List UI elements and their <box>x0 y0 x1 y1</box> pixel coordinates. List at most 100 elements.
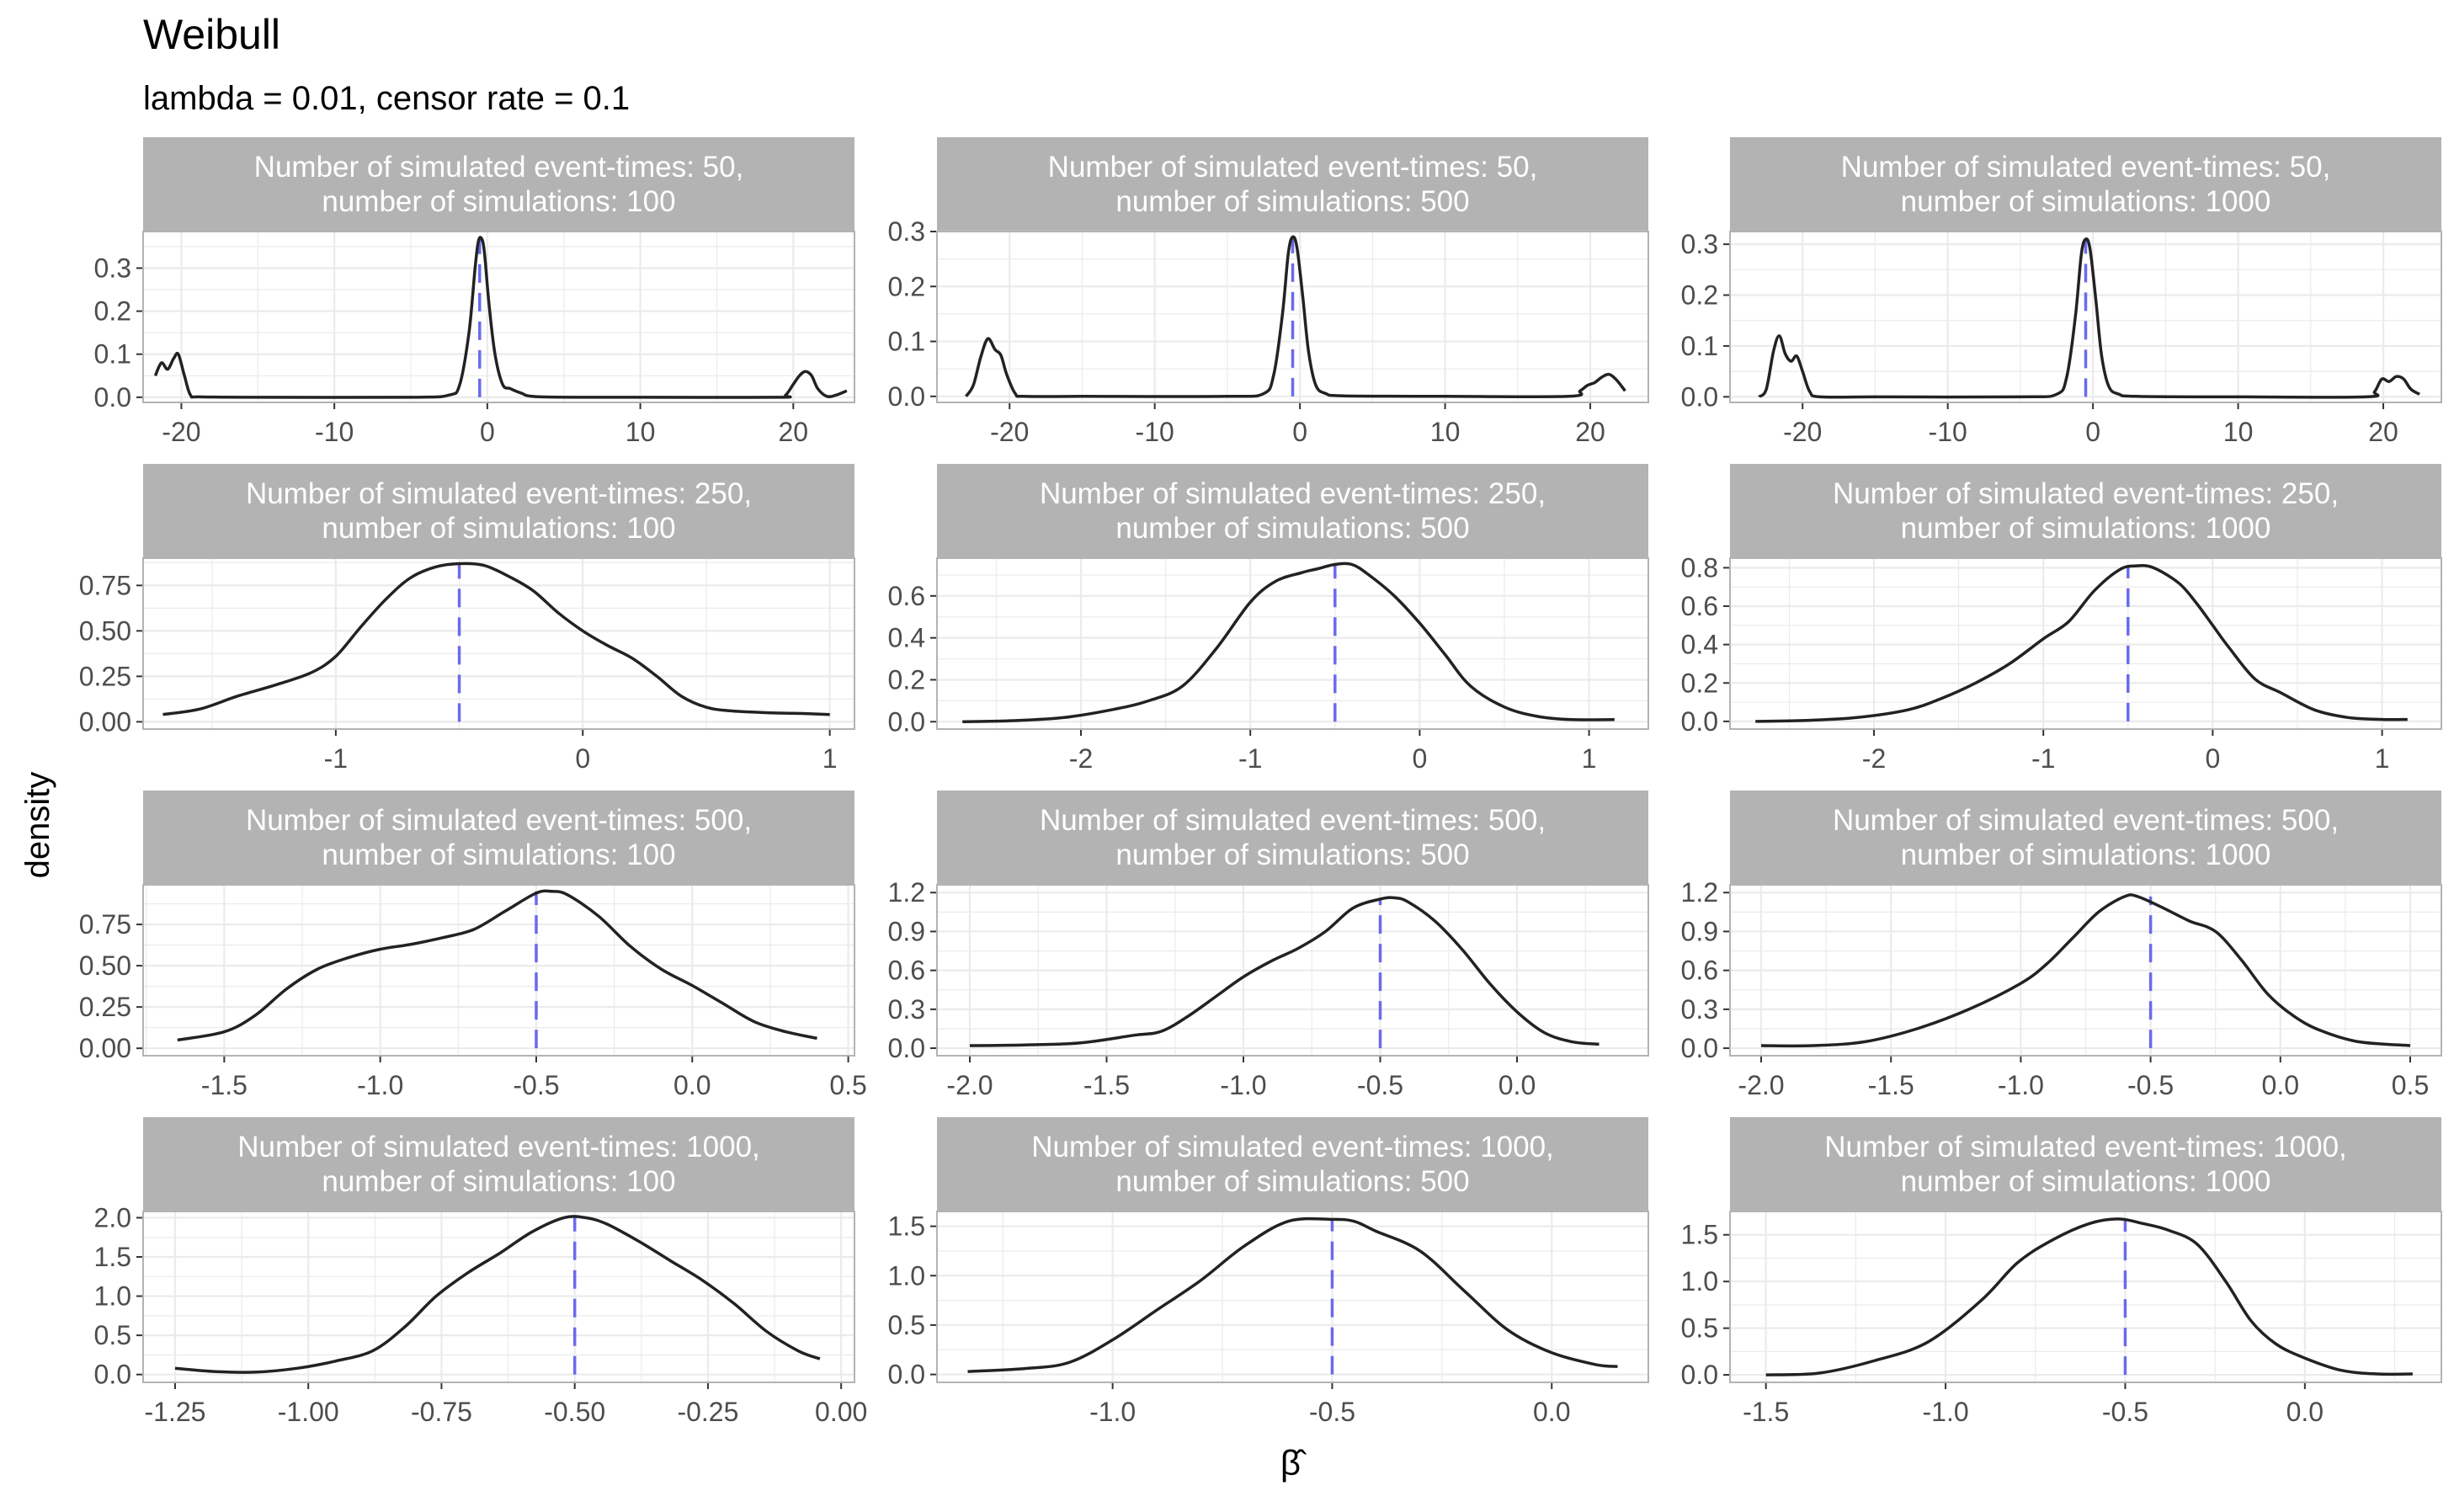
x-tick-label: -1 <box>2031 743 2055 774</box>
y-tick-label: 0.50 <box>79 950 131 981</box>
x-tick-label: -1 <box>1238 743 1262 774</box>
facet-strip <box>143 464 854 558</box>
x-tick-label: -10 <box>315 417 354 447</box>
facet-strip <box>937 464 1648 558</box>
facet-strip-line1: Number of simulated event-times: 500, <box>246 804 752 837</box>
plot-area <box>1730 1211 2441 1382</box>
facet-strip-line1: Number of simulated event-times: 50, <box>254 151 744 184</box>
x-tick-label: 20 <box>2368 417 2398 447</box>
x-tick-label: -20 <box>162 417 200 447</box>
facet-strip-line1: Number of simulated event-times: 50, <box>1048 151 1538 184</box>
facet-strip-line2: number of simulations: 1000 <box>1901 512 2271 545</box>
facet-strip-line2: number of simulations: 100 <box>322 512 675 545</box>
facet-strip-line2: number of simulations: 500 <box>1115 512 1469 545</box>
plot-area <box>1730 558 2441 729</box>
facet-strip <box>143 1117 854 1211</box>
panel-border <box>142 1211 855 1383</box>
y-tick-label: 0.0 <box>94 382 131 413</box>
x-tick-label: -0.5 <box>1357 1070 1403 1100</box>
panel-border <box>936 557 1649 730</box>
x-tick-label: -1.0 <box>1922 1397 1968 1427</box>
y-tick-label: 1.5 <box>1681 1220 1718 1250</box>
facet-strip-line1: Number of simulated event-times: 500, <box>1040 804 1546 837</box>
plot-area <box>937 558 1648 729</box>
y-tick-label: 0.2 <box>888 271 925 301</box>
density-curve <box>1755 564 2408 723</box>
facet-strip-line1: Number of simulated event-times: 250, <box>1040 477 1546 510</box>
facet-strip-line2: number of simulations: 1000 <box>1901 185 2271 218</box>
facet-strip <box>143 791 854 885</box>
y-axis-label: density <box>19 772 56 879</box>
x-tick-label: 1 <box>2375 743 2390 774</box>
facet-strip-line1: Number of simulated event-times: 1000, <box>1031 1131 1554 1163</box>
x-tick-label: 0 <box>2205 743 2220 774</box>
x-tick-label: -2.0 <box>1738 1070 1784 1100</box>
x-tick-label: -1.5 <box>1868 1070 1914 1100</box>
x-tick-label: -1.5 <box>201 1070 248 1100</box>
y-tick-label: 0.9 <box>1681 916 1718 946</box>
x-tick-label: -1.5 <box>1743 1397 1789 1427</box>
y-tick-label: 0.9 <box>888 916 925 946</box>
x-tick-label: 0.0 <box>2286 1397 2324 1427</box>
facet-panel: Number of simulated event-times: 1000,nu… <box>94 1117 867 1427</box>
y-tick-label: 0.0 <box>1681 1360 1718 1390</box>
x-tick-label: -2 <box>1862 743 1886 774</box>
density-curve <box>1765 1217 2413 1376</box>
y-tick-label: 0.5 <box>1681 1313 1718 1344</box>
density-curve <box>153 236 848 399</box>
facet-panels: Number of simulated event-times: 50,numb… <box>79 137 2442 1427</box>
x-tick-label: -0.50 <box>544 1397 605 1427</box>
x-tick-label: 0.0 <box>1498 1070 1536 1100</box>
facet-panel: Number of simulated event-times: 500,num… <box>888 791 1649 1100</box>
facet-strip-line2: number of simulations: 500 <box>1115 1165 1469 1198</box>
y-tick-label: 0.2 <box>94 296 131 327</box>
facet-strip-line2: number of simulations: 1000 <box>1901 1165 2271 1198</box>
x-tick-label: -1.00 <box>278 1397 339 1427</box>
facet-strip <box>1730 791 2441 885</box>
y-tick-label: 0.50 <box>79 615 131 646</box>
density-curve <box>967 1217 1618 1373</box>
facet-strip-line2: number of simulations: 100 <box>322 839 675 871</box>
panel-border <box>142 231 855 403</box>
facet-panel: Number of simulated event-times: 1000,nu… <box>888 1117 1649 1427</box>
x-tick-label: -10 <box>1929 417 1967 447</box>
facet-strip-line1: Number of simulated event-times: 1000, <box>1824 1131 2347 1163</box>
panel-border <box>936 1211 1649 1383</box>
x-tick-label: 0.5 <box>2392 1070 2429 1100</box>
facet-panel: Number of simulated event-times: 250,num… <box>888 464 1649 774</box>
y-tick-label: 0.0 <box>1681 706 1718 737</box>
y-tick-label: 1.0 <box>94 1281 131 1312</box>
panel-border <box>936 884 1649 1057</box>
x-tick-label: -0.75 <box>411 1397 472 1427</box>
plot-area <box>1730 232 2441 402</box>
facet-strip-line2: number of simulations: 500 <box>1115 185 1469 218</box>
facet-strip <box>1730 464 2441 558</box>
plot-area <box>143 558 854 729</box>
x-tick-label: 0.00 <box>815 1397 867 1427</box>
y-tick-label: 0.75 <box>79 570 131 600</box>
x-tick-label: -10 <box>1136 417 1174 447</box>
y-tick-label: 0.3 <box>888 216 925 247</box>
density-curve <box>174 1215 821 1374</box>
density-curve <box>969 896 1600 1047</box>
x-tick-label: 10 <box>625 417 656 447</box>
x-tick-label: 0 <box>2085 417 2100 447</box>
chart-title: Weibull <box>143 11 280 58</box>
y-tick-label: 0.3 <box>1681 994 1718 1025</box>
y-tick-label: 0.6 <box>888 581 925 611</box>
y-tick-label: 0.0 <box>1681 381 1718 412</box>
x-tick-label: 0.0 <box>2262 1070 2299 1100</box>
panel-border <box>142 884 855 1057</box>
y-tick-label: 0.8 <box>1681 552 1718 583</box>
y-tick-label: 0.3 <box>888 994 925 1025</box>
x-tick-label: -0.25 <box>677 1397 738 1427</box>
y-tick-label: 0.0 <box>888 1360 925 1390</box>
facet-panel: Number of simulated event-times: 250,num… <box>79 464 855 774</box>
facet-strip-line2: number of simulations: 100 <box>322 1165 675 1198</box>
y-tick-label: 0.2 <box>888 664 925 695</box>
facet-strip-line2: number of simulations: 1000 <box>1901 839 2271 871</box>
y-tick-label: 2.0 <box>94 1202 131 1232</box>
y-tick-label: 1.2 <box>1681 877 1718 908</box>
y-tick-label: 0.3 <box>94 253 131 283</box>
y-tick-label: 0.25 <box>79 992 131 1022</box>
